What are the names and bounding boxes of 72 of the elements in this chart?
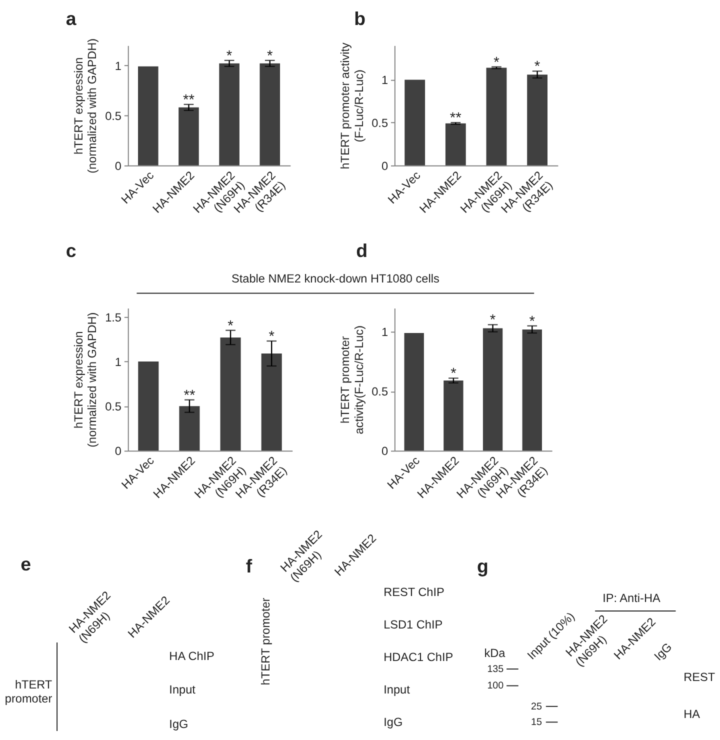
- annotation: **: [450, 110, 462, 127]
- y-axis-title: hTERT expression (normalized with GAPDH): [71, 312, 100, 448]
- category-label: IgG: [169, 717, 188, 732]
- bar: [486, 68, 507, 166]
- y-tick-label: 0.5: [105, 108, 122, 123]
- text: 100: [487, 680, 504, 692]
- bar: [219, 63, 240, 166]
- chart-title: a: [66, 8, 77, 29]
- text: e: [20, 554, 32, 575]
- category-label: Input: [384, 682, 410, 697]
- bar: [482, 328, 503, 451]
- y-axis-title: hTERT expression (normalized with GAPDH): [71, 38, 100, 174]
- bar: [261, 354, 282, 451]
- y-tick-label: 0.5: [105, 400, 122, 414]
- text: Stable NME2 knock-down HT1080 cells: [231, 271, 440, 286]
- y-tick-label: 0: [381, 158, 388, 173]
- y-tick-label: 0: [114, 158, 122, 173]
- annotation: *: [490, 312, 496, 329]
- category-label: IgG: [384, 715, 403, 730]
- bar: [179, 406, 200, 451]
- category-label: HDAC1 ChIP: [384, 650, 454, 664]
- chart-title: c: [66, 240, 76, 261]
- bar: [404, 333, 424, 451]
- annotation: *: [226, 48, 232, 64]
- bar: [138, 66, 158, 166]
- y-axis-title: hTERT promoter activity(F-Luc/R-Luc): [338, 325, 366, 434]
- y-tick-label: 0: [114, 444, 122, 458]
- y-tick-label: 1.5: [105, 310, 122, 324]
- category-label: HA ChIP: [169, 649, 214, 664]
- text: f: [246, 556, 253, 577]
- y-axis-title: hTERT promoter activity (F-Luc/R-Luc): [338, 42, 366, 170]
- y-tick-label: 1: [114, 354, 122, 369]
- category-label: IgG: [651, 640, 675, 664]
- annotation: **: [184, 388, 196, 404]
- text: 135: [487, 664, 504, 675]
- category-label: REST: [684, 670, 716, 684]
- annotation: *: [494, 54, 500, 71]
- y-tick-label: 0.5: [372, 116, 388, 130]
- text: IP: Anti-HA: [602, 591, 660, 606]
- bar: [178, 107, 199, 166]
- text: hTERT promoter: [258, 598, 273, 686]
- y-tick-label: 1: [381, 325, 388, 340]
- chart-title: d: [356, 240, 368, 261]
- annotation: *: [268, 329, 275, 346]
- bar: [220, 337, 241, 451]
- category-label: Input: [169, 682, 196, 697]
- y-tick-label: 0.5: [372, 384, 388, 399]
- y-tick-label: 1: [114, 58, 122, 73]
- y-tick-label: 1: [381, 73, 388, 88]
- text: 15: [531, 717, 542, 728]
- annotation: *: [529, 314, 536, 330]
- bar: [445, 123, 466, 166]
- bar: [138, 362, 159, 451]
- category-label: REST ChIP: [384, 585, 444, 600]
- y-tick-label: 0: [381, 444, 388, 458]
- bar: [260, 63, 280, 166]
- text: 25: [531, 701, 542, 712]
- chart-title: b: [354, 8, 366, 29]
- bar: [522, 329, 542, 451]
- category-label: HA: [684, 707, 700, 722]
- text: hTERT promoter: [4, 678, 52, 706]
- category-label: LSD1 ChIP: [384, 618, 443, 632]
- bar: [444, 380, 464, 451]
- annotation: **: [182, 92, 195, 108]
- annotation: *: [534, 59, 540, 76]
- bar: [527, 74, 548, 166]
- annotation: *: [228, 318, 234, 334]
- bar: [404, 80, 426, 166]
- text: g: [477, 556, 488, 577]
- text: kDa: [484, 646, 506, 660]
- annotation: *: [267, 48, 273, 64]
- annotation: *: [450, 366, 457, 382]
